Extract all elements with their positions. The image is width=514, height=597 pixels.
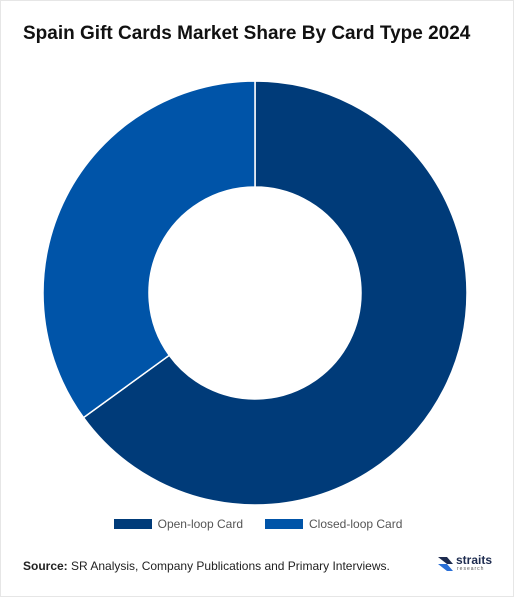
source-label: Source: [23, 559, 68, 573]
straits-logo: straits research [437, 552, 497, 576]
logo-name: straits [456, 553, 493, 567]
source-text: SR Analysis, Company Publications and Pr… [67, 559, 390, 573]
donut-chart [42, 80, 468, 506]
logo-sub: research [457, 566, 485, 572]
chart-title: Spain Gift Cards Market Share By Card Ty… [23, 23, 471, 44]
legend-label-open-loop: Open-loop Card [157, 517, 243, 531]
legend-swatch-closed-loop [265, 519, 303, 529]
donut-slice-open-loop-card[interactable] [82, 80, 468, 506]
straits-logo-icon [438, 557, 453, 571]
legend-label-closed-loop: Closed-loop Card [309, 517, 403, 531]
source-footer: Source: SR Analysis, Company Publication… [23, 559, 390, 573]
legend-item-open-loop[interactable]: Open-loop Card [113, 517, 243, 531]
legend-swatch-open-loop [113, 519, 152, 529]
legend-item-closed-loop[interactable]: Closed-loop Card [265, 517, 402, 531]
chart-legend: Open-loop Card Closed-loop Card [1, 517, 514, 531]
donut-slice-closed-loop-card[interactable] [42, 80, 256, 419]
donut-slices [42, 80, 468, 506]
